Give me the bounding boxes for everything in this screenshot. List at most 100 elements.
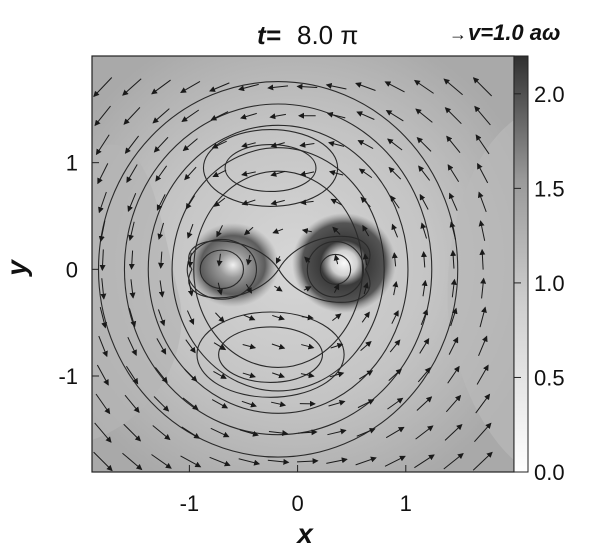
contour-line: [224, 143, 317, 193]
velocity-arrow: [270, 170, 286, 177]
velocity-arrow: [385, 426, 405, 439]
velocity-arrow: [330, 342, 344, 349]
velocity-arrow: [447, 365, 460, 384]
velocity-arrow: [301, 228, 312, 234]
velocity-arrow: [474, 422, 492, 443]
velocity-arrow: [209, 82, 230, 92]
velocity-arrow: [275, 256, 282, 265]
y-axis-ticks: -1 0 1: [58, 151, 99, 389]
velocity-arrow: [421, 279, 428, 297]
velocity-arrow: [388, 368, 402, 381]
velocity-arrow: [243, 226, 254, 236]
velocity-arrow: [187, 252, 194, 268]
velocity-arrow: [450, 249, 457, 269]
velocity-arrow: [415, 108, 433, 123]
velocity-arrow: [328, 169, 344, 176]
velocity-arrow: [414, 454, 435, 469]
velocity-arrow: [209, 456, 231, 467]
velocity-arrow: [296, 83, 318, 90]
velocity-arrow: [182, 138, 198, 152]
contour-line: [147, 124, 409, 414]
velocity-arrow: [181, 109, 200, 123]
velocity-field: [93, 77, 493, 472]
velocity-arrow: [268, 430, 289, 437]
contour-line: [193, 170, 364, 369]
velocity-arrow: [270, 142, 285, 148]
velocity-arrow: [390, 195, 400, 209]
velocity-arrow: [385, 109, 404, 122]
velocity-arrow: [450, 278, 457, 298]
velocity-arrow: [360, 340, 372, 352]
velocity-arrow: [420, 251, 427, 268]
velocity-arrow: [355, 82, 376, 91]
velocity-arrow: [216, 253, 223, 267]
velocity-arrow: [127, 192, 137, 213]
velocity-arrow: [126, 164, 138, 183]
velocity-arrow: [245, 283, 252, 294]
velocity-arrow: [475, 393, 491, 414]
velocity-arrow: [304, 256, 311, 263]
velocity-arrow: [217, 282, 223, 296]
velocity-arrow: [99, 307, 108, 329]
velocity-arrow: [392, 280, 399, 296]
velocity-arrow: [98, 335, 108, 358]
velocity-arrow: [270, 199, 285, 206]
velocity-arrow: [213, 197, 226, 207]
x-tick-label: -1: [180, 491, 200, 516]
velocity-arrow: [303, 286, 312, 292]
velocity-arrow: [358, 168, 373, 179]
y-tick-label: -1: [58, 364, 78, 389]
velocity-arrow: [240, 112, 257, 120]
velocity-arrow: [96, 364, 109, 386]
velocity-arrow: [355, 456, 377, 466]
x-tick-label: 1: [400, 491, 412, 516]
velocity-arrow: [362, 224, 370, 237]
velocity-arrow: [151, 454, 172, 469]
velocity-arrow: [477, 191, 487, 213]
velocity-arrow: [333, 283, 340, 293]
velocity-arrow: [128, 221, 135, 242]
contour-line: [202, 129, 339, 207]
velocity-arrow: [184, 166, 197, 181]
velocity-arrow: [384, 81, 405, 93]
velocity-arrow: [328, 399, 346, 407]
velocity-arrow: [95, 134, 110, 156]
velocity-arrow: [444, 423, 463, 441]
velocity-arrow: [478, 335, 488, 357]
velocity-arrow: [449, 221, 457, 240]
velocity-arrow: [387, 397, 404, 410]
velocity-arrow: [243, 314, 256, 321]
velocity-arrow: [180, 80, 201, 93]
velocity-arrow: [384, 455, 406, 467]
x-axis-ticks: -1 0 1: [180, 465, 412, 516]
velocity-arrow: [93, 451, 113, 472]
velocity-arrow: [329, 371, 345, 378]
velocity-arrow: [99, 249, 106, 272]
velocity-arrow: [181, 426, 201, 439]
velocity-arrow: [478, 220, 486, 241]
contour-line: [196, 311, 345, 398]
velocity-arrow: [128, 250, 135, 270]
velocity-arrow: [472, 451, 493, 471]
velocity-arrow: [326, 111, 346, 119]
velocity-arrow: [187, 281, 194, 297]
colorbar-tick-label: 1.0: [534, 271, 565, 296]
velocity-arrow: [238, 458, 261, 466]
velocity-arrow: [158, 280, 165, 298]
velocity-arrow: [238, 83, 259, 92]
velocity-arrow: [156, 338, 167, 355]
velocity-arrow: [95, 393, 111, 415]
velocity-arrow: [301, 314, 314, 321]
velocity-arrow: [242, 372, 256, 379]
title-label: t=: [257, 20, 281, 50]
velocity-arrow: [472, 77, 493, 97]
velocity-arrow: [123, 107, 141, 125]
velocity-arrow: [271, 401, 287, 408]
contour-line: [123, 103, 433, 436]
velocity-arrow: [420, 222, 428, 239]
velocity-arrow: [419, 337, 430, 354]
velocity-arrow: [94, 105, 111, 127]
velocity-arrow: [272, 314, 285, 321]
velocity-arrow: [332, 226, 341, 235]
